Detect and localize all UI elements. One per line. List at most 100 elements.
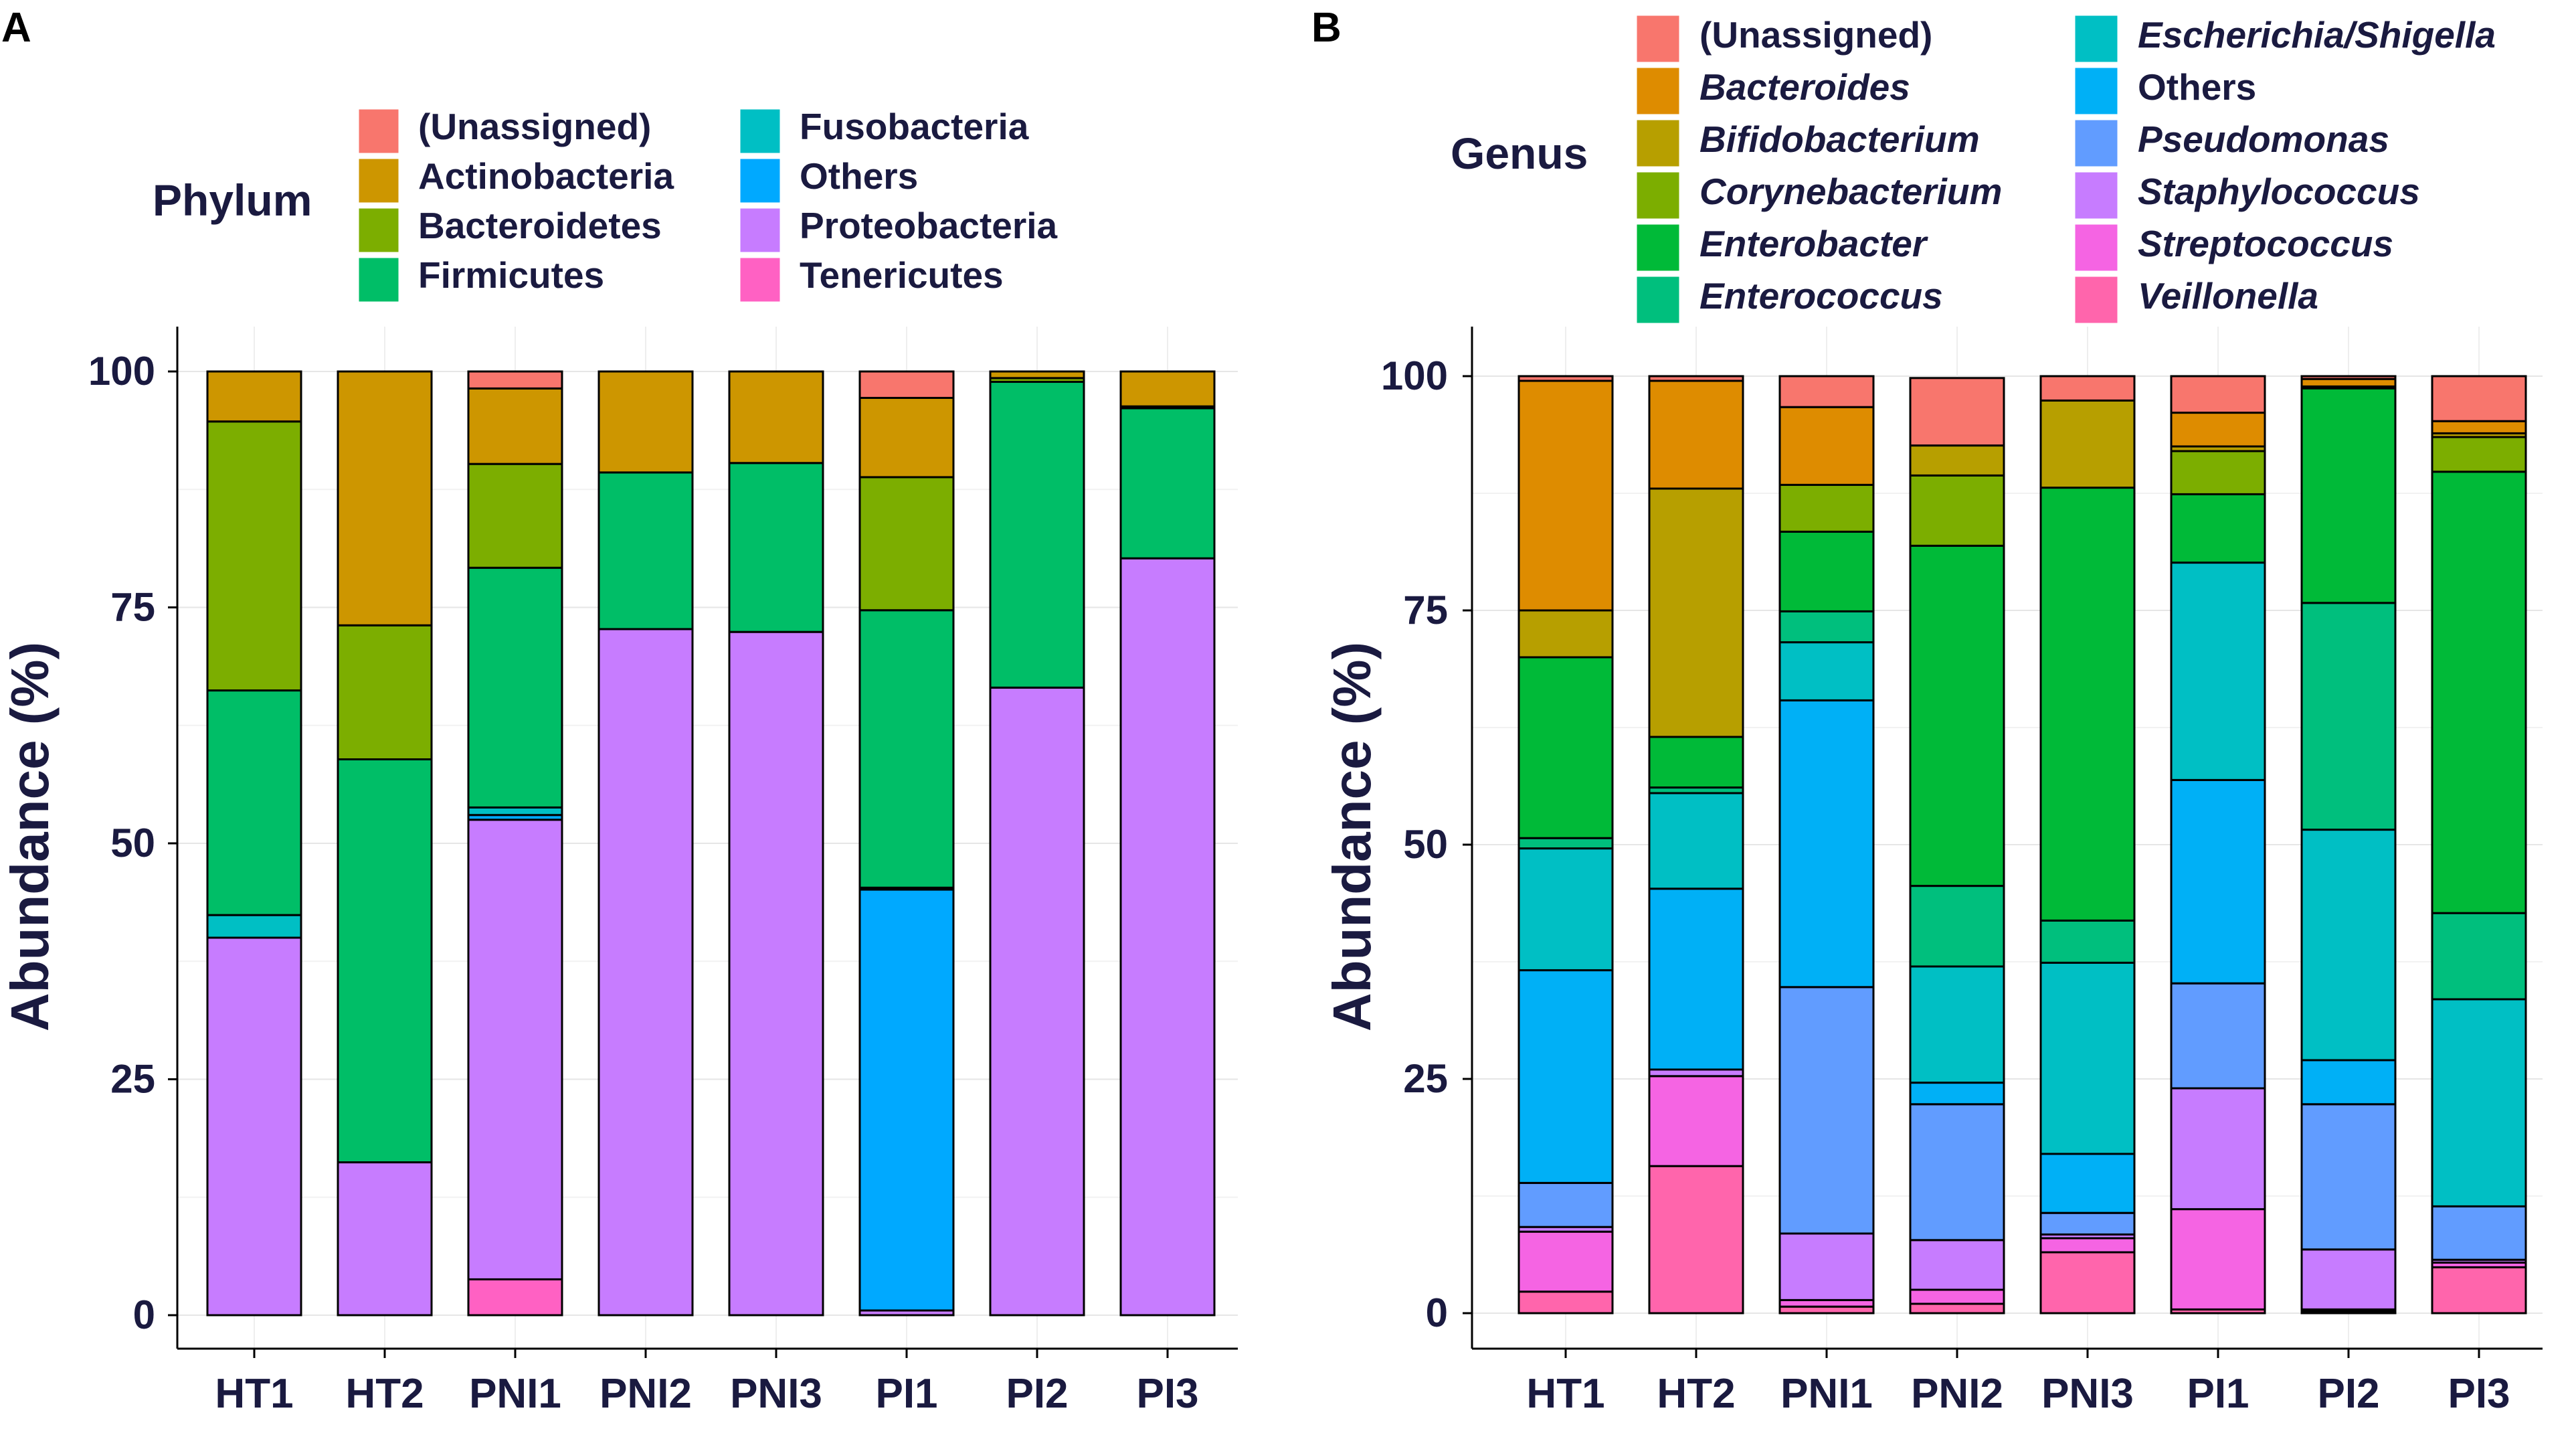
bar-segment-bacteroidetes-pi1 bbox=[858, 476, 955, 612]
legend-item-actinobacteria: Actinobacteria bbox=[357, 155, 674, 205]
legend-label: Others bbox=[2138, 66, 2256, 108]
bar-segment-pseudomonas-pni1 bbox=[1778, 986, 1875, 1235]
bar-segment-proteobacteria-pni1 bbox=[467, 819, 563, 1280]
legend-item-others: Others bbox=[2073, 66, 2256, 116]
legend-label: Actinobacteria bbox=[418, 155, 674, 197]
bar-segment-others-pi1 bbox=[858, 888, 955, 1312]
bar-segment-bacteroidetes-ht2 bbox=[337, 624, 433, 761]
x-tick-label-ht1: HT1 bbox=[1526, 1371, 1604, 1417]
bar-segment-escherichia-shigella-pi1 bbox=[2170, 562, 2266, 781]
x-tick-label-pni3: PNI3 bbox=[730, 1371, 822, 1417]
legend-label: Streptococcus bbox=[2138, 223, 2393, 264]
x-tick-label-ht2: HT2 bbox=[345, 1371, 424, 1417]
x-tick-label-pni2: PNI2 bbox=[600, 1371, 692, 1417]
legend-label: Bacteroides bbox=[1699, 66, 1910, 108]
legend-genus: Genus (Unassigned) Bacteroides Bifidobacte… bbox=[1451, 13, 2496, 325]
legend-swatch bbox=[2073, 274, 2120, 325]
legend-swatch bbox=[2073, 222, 2120, 273]
legend-swatch bbox=[2073, 170, 2120, 221]
legend-item-bacteroidetes: Bacteroidetes bbox=[357, 205, 662, 254]
bar-segment-staphylococcus-pni1 bbox=[1778, 1232, 1875, 1301]
bar-segment-streptococcus-pni2 bbox=[1909, 1288, 2005, 1305]
x-tick-label-pi2: PI2 bbox=[1006, 1371, 1068, 1417]
legend-swatch bbox=[738, 157, 782, 205]
bar-segment-enterococcus-pni3 bbox=[2039, 919, 2136, 964]
y-tick-label: 25 bbox=[1403, 1056, 1448, 1101]
x-ticks-b: HT1 HT2 PNI1 PNI2 PNI3 PI1 PI2 PI3 bbox=[1526, 1349, 2510, 1417]
legend-item-corynebacterium: Corynebacterium bbox=[1635, 170, 2002, 221]
legend-item-streptococcus: Streptococcus bbox=[2073, 222, 2393, 273]
x-tick-label-pi1: PI1 bbox=[2187, 1371, 2249, 1417]
legend-label: Proteobacteria bbox=[800, 205, 1058, 246]
legend-title-genus: Genus bbox=[1451, 129, 1588, 178]
bar-segment-others-pni1 bbox=[1778, 699, 1875, 989]
legend-item-bifidobacterium: Bifidobacterium bbox=[1635, 118, 1980, 169]
legend-label: Enterobacter bbox=[1699, 223, 1928, 264]
bar-segment-pseudomonas-pni3 bbox=[2039, 1211, 2136, 1236]
legend-title-phylum: Phylum bbox=[153, 175, 312, 225]
legend-item-unassigned: (Unassigned) bbox=[1635, 13, 1932, 64]
x-tick-label-pni1: PNI1 bbox=[1780, 1371, 1873, 1417]
bar-segment-bacteroidetes-ht1 bbox=[206, 420, 302, 692]
legend-label: (Unassigned) bbox=[1699, 14, 1932, 56]
bar-stack-pni2 bbox=[597, 370, 694, 1317]
bar-segment-bifidobacterium-ht1 bbox=[1517, 609, 1614, 659]
bar-segment-actinobacteria-pni1 bbox=[467, 387, 563, 465]
bar-segment-streptococcus-pni3 bbox=[2039, 1237, 2136, 1254]
bars-a bbox=[206, 370, 1216, 1317]
legend-swatch bbox=[1635, 222, 1681, 273]
bar-segment-proteobacteria-ht2 bbox=[337, 1161, 433, 1317]
bar-segment-veillonella-ht1 bbox=[1517, 1290, 1614, 1315]
bar-segment-escherichia-shigella-pni3 bbox=[2039, 961, 2136, 1155]
bar-segment-actinobacteria-pni2 bbox=[597, 370, 694, 474]
legend-swatch bbox=[2073, 118, 2120, 169]
bar-stack-pi2 bbox=[2300, 375, 2397, 1315]
y-tick-label: 75 bbox=[110, 585, 155, 630]
legend-label: Veillonella bbox=[2138, 275, 2318, 317]
bar-segment-escherichia-shigella-pi2 bbox=[2300, 829, 2397, 1062]
bar-segment-veillonella-pi3 bbox=[2431, 1266, 2527, 1315]
legend-item-tenericutes: Tenericutes bbox=[738, 254, 1004, 304]
legend-label: Enterococcus bbox=[1699, 275, 1943, 317]
bar-segment-bacteroides-pi1 bbox=[2170, 412, 2266, 448]
bar-segment-actinobacteria-ht1 bbox=[206, 370, 302, 423]
bar-segment-others-pni2 bbox=[1909, 1082, 2005, 1106]
bar-segment-proteobacteria-pi3 bbox=[1119, 557, 1216, 1317]
bar-segment-bacteroides-pi2 bbox=[2300, 377, 2397, 388]
y-tick-label: 100 bbox=[88, 349, 155, 394]
legend-swatch bbox=[738, 206, 782, 254]
legend-item-veillonella: Veillonella bbox=[2073, 274, 2318, 325]
bar-segment-enterococcus-pni2 bbox=[1909, 885, 2005, 968]
bar-segment-enterococcus-pni1 bbox=[1778, 610, 1875, 644]
bar-stack-pi1 bbox=[2170, 375, 2266, 1315]
legend-item-bacteroides: Bacteroides bbox=[1635, 66, 1910, 116]
legend-label: (Unassigned) bbox=[418, 106, 651, 147]
y-tick-label: 75 bbox=[1403, 588, 1448, 632]
bar-segment-tenericutes-pni1 bbox=[467, 1278, 563, 1317]
legend-swatch bbox=[357, 107, 401, 155]
bar-segment-fusobacteria-pni1 bbox=[467, 806, 563, 817]
bar-segment-escherichia-shigella-ht1 bbox=[1517, 847, 1614, 972]
bar-segment-firmicutes-pni2 bbox=[597, 471, 694, 630]
legend-swatch bbox=[1635, 13, 1681, 64]
legend-label: Corynebacterium bbox=[1699, 171, 2002, 212]
legend-label: Staphylococcus bbox=[2138, 171, 2420, 212]
legend-swatch bbox=[357, 256, 401, 304]
bar-segment-firmicutes-pi2 bbox=[989, 381, 1085, 689]
bar-segment-staphylococcus-pi1 bbox=[2170, 1087, 2266, 1211]
bar-segment-firmicutes-pi1 bbox=[858, 609, 955, 889]
bar-segment-unassigned-pni1 bbox=[1778, 375, 1875, 408]
legend-swatch bbox=[1635, 274, 1681, 325]
y-axis-title-b: Abundance (%) bbox=[1322, 642, 1382, 1031]
bar-stack-pni3 bbox=[728, 370, 824, 1317]
bar-stack-pi2 bbox=[989, 370, 1085, 1317]
legend-swatch bbox=[357, 157, 401, 205]
bar-segment-proteobacteria-ht1 bbox=[206, 936, 302, 1317]
bar-stack-ht2 bbox=[1648, 375, 1744, 1315]
bar-segment-streptococcus-ht2 bbox=[1648, 1075, 1744, 1167]
bar-segment-veillonella-pni2 bbox=[1909, 1302, 2005, 1315]
bar-stack-pni1 bbox=[467, 370, 563, 1317]
bar-segment-firmicutes-pi3 bbox=[1119, 407, 1216, 560]
bar-segment-bifidobacterium-pni2 bbox=[1909, 444, 2005, 477]
panel-b-label: B bbox=[1311, 5, 1342, 51]
